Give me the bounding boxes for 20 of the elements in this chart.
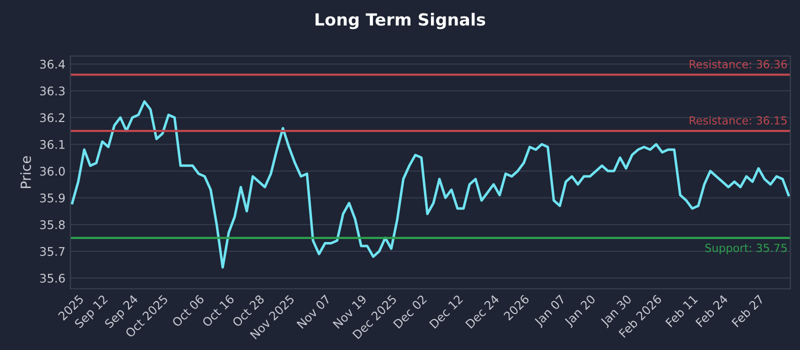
- x-tick-label: Dec 24: [465, 294, 500, 329]
- line-series: [70, 100, 790, 269]
- y-tick-label: 35.8: [40, 220, 65, 230]
- ref-line-label: Support: 35.75: [705, 244, 787, 254]
- y-axis-title: Price: [20, 156, 32, 188]
- y-tick-label: 36.1: [40, 140, 64, 149]
- x-tick-label: Dec 12: [429, 294, 464, 329]
- y-tick-label: 35.6: [40, 274, 65, 283]
- ref-line-label: Resistance: 36.36: [690, 60, 787, 68]
- x-tick-label: Nov 07: [296, 294, 331, 329]
- y-tick-label: 36.2: [40, 113, 64, 122]
- ref-line-label: Resistance: 36.15: [690, 116, 787, 125]
- y-tick-label: 36.0: [40, 166, 65, 176]
- x-tick-label: Jan 20: [564, 294, 598, 328]
- y-tick-label: 35.7: [40, 247, 65, 256]
- y-tick-label: 36.4: [40, 60, 65, 69]
- chart-title: Long Term Signals: [316, 12, 486, 30]
- x-tick-label: Feb 27: [731, 294, 764, 328]
- y-tick-label: 35.9: [40, 194, 65, 202]
- y-tick-label: 36.3: [40, 86, 65, 96]
